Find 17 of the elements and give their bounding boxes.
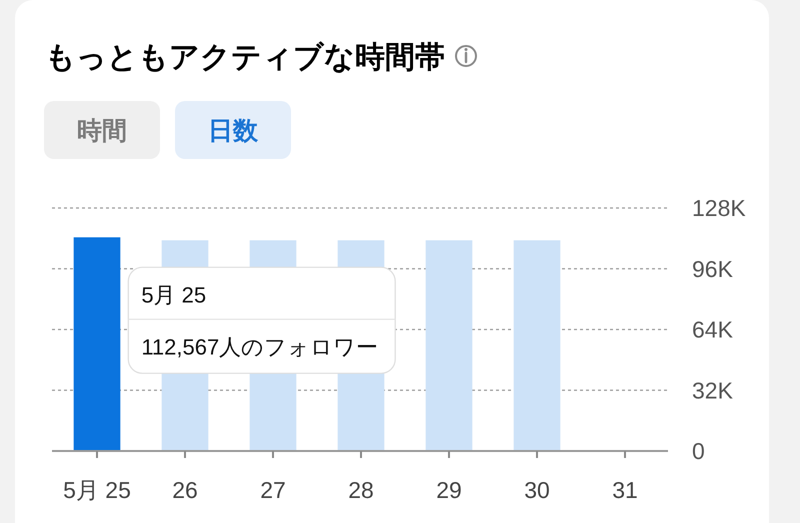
x-tick-label: 30 [524, 477, 550, 503]
title: もっともアクティブな時間帯 [45, 40, 445, 74]
tooltip-text: 5月 25 [141, 282, 206, 307]
button: 時間 [44, 101, 160, 159]
y-tick-label: 96K [692, 256, 733, 282]
x-tick-label: 29 [436, 477, 462, 503]
button: 日数 [175, 101, 291, 159]
y-tick-label: 64K [692, 316, 733, 342]
y-tick-label: 128K [692, 195, 746, 221]
tooltip-text: 112,567人のフォロワー [141, 334, 378, 359]
x-tick-label: 5月 25 [63, 477, 131, 503]
y-tick-label: 32K [692, 377, 733, 404]
x-tick-label: 27 [260, 477, 286, 503]
x-tick-label: 31 [612, 477, 638, 503]
x-tick-label: 26 [172, 477, 198, 503]
x-tick-label: 28 [348, 477, 374, 503]
y-tick-label: 0 [692, 438, 705, 464]
